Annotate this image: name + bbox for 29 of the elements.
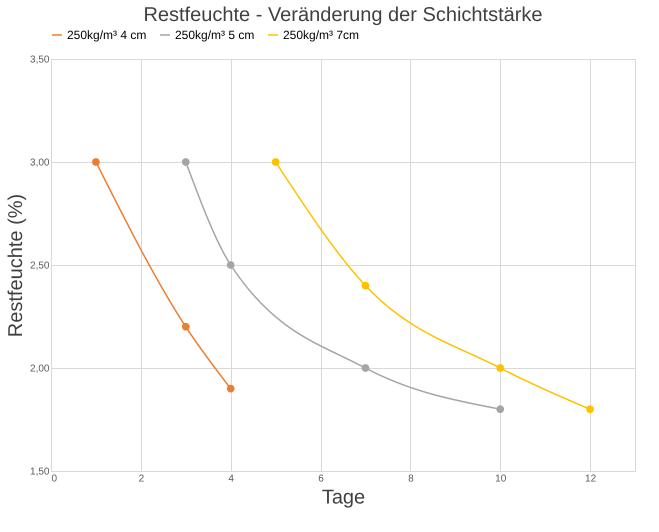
point — [586, 405, 594, 414]
x-tick-label: 4 — [228, 474, 234, 484]
legend-label: 250kg/m³ 4 cm — [67, 28, 146, 42]
x-tick-label: 2 — [138, 474, 145, 484]
point — [182, 158, 190, 166]
point — [362, 364, 370, 372]
legend-label: 250kg/m³ 7cm — [283, 28, 360, 42]
point — [226, 384, 235, 392]
point — [496, 364, 504, 372]
x-axis-title: Tage — [322, 486, 366, 508]
point — [496, 405, 504, 414]
point — [362, 282, 370, 290]
y-axis-title: Restfeuchte (%) — [5, 194, 28, 338]
x-tick-label: 0 — [52, 474, 58, 484]
x-tick-label: 10 — [495, 474, 507, 484]
point — [272, 158, 280, 166]
legend-label: 250kg/m³ 5 cm — [175, 28, 254, 42]
chart-title: Restfeuchte - Veränderung der Schichtstärke — [143, 4, 543, 26]
x-tick-label: 12 — [585, 474, 597, 484]
x-tick-label: 6 — [318, 474, 324, 484]
y-tick-label: 1,50 — [30, 466, 50, 478]
point — [92, 158, 100, 166]
y-tick-label: 2,00 — [30, 364, 50, 374]
point — [182, 322, 190, 331]
x-tick-label: 8 — [408, 474, 414, 484]
point — [226, 261, 235, 269]
y-tick-label: 3,50 — [30, 54, 50, 66]
y-tick-label: 3,00 — [30, 158, 50, 168]
y-tick-label: 2,50 — [30, 260, 50, 272]
